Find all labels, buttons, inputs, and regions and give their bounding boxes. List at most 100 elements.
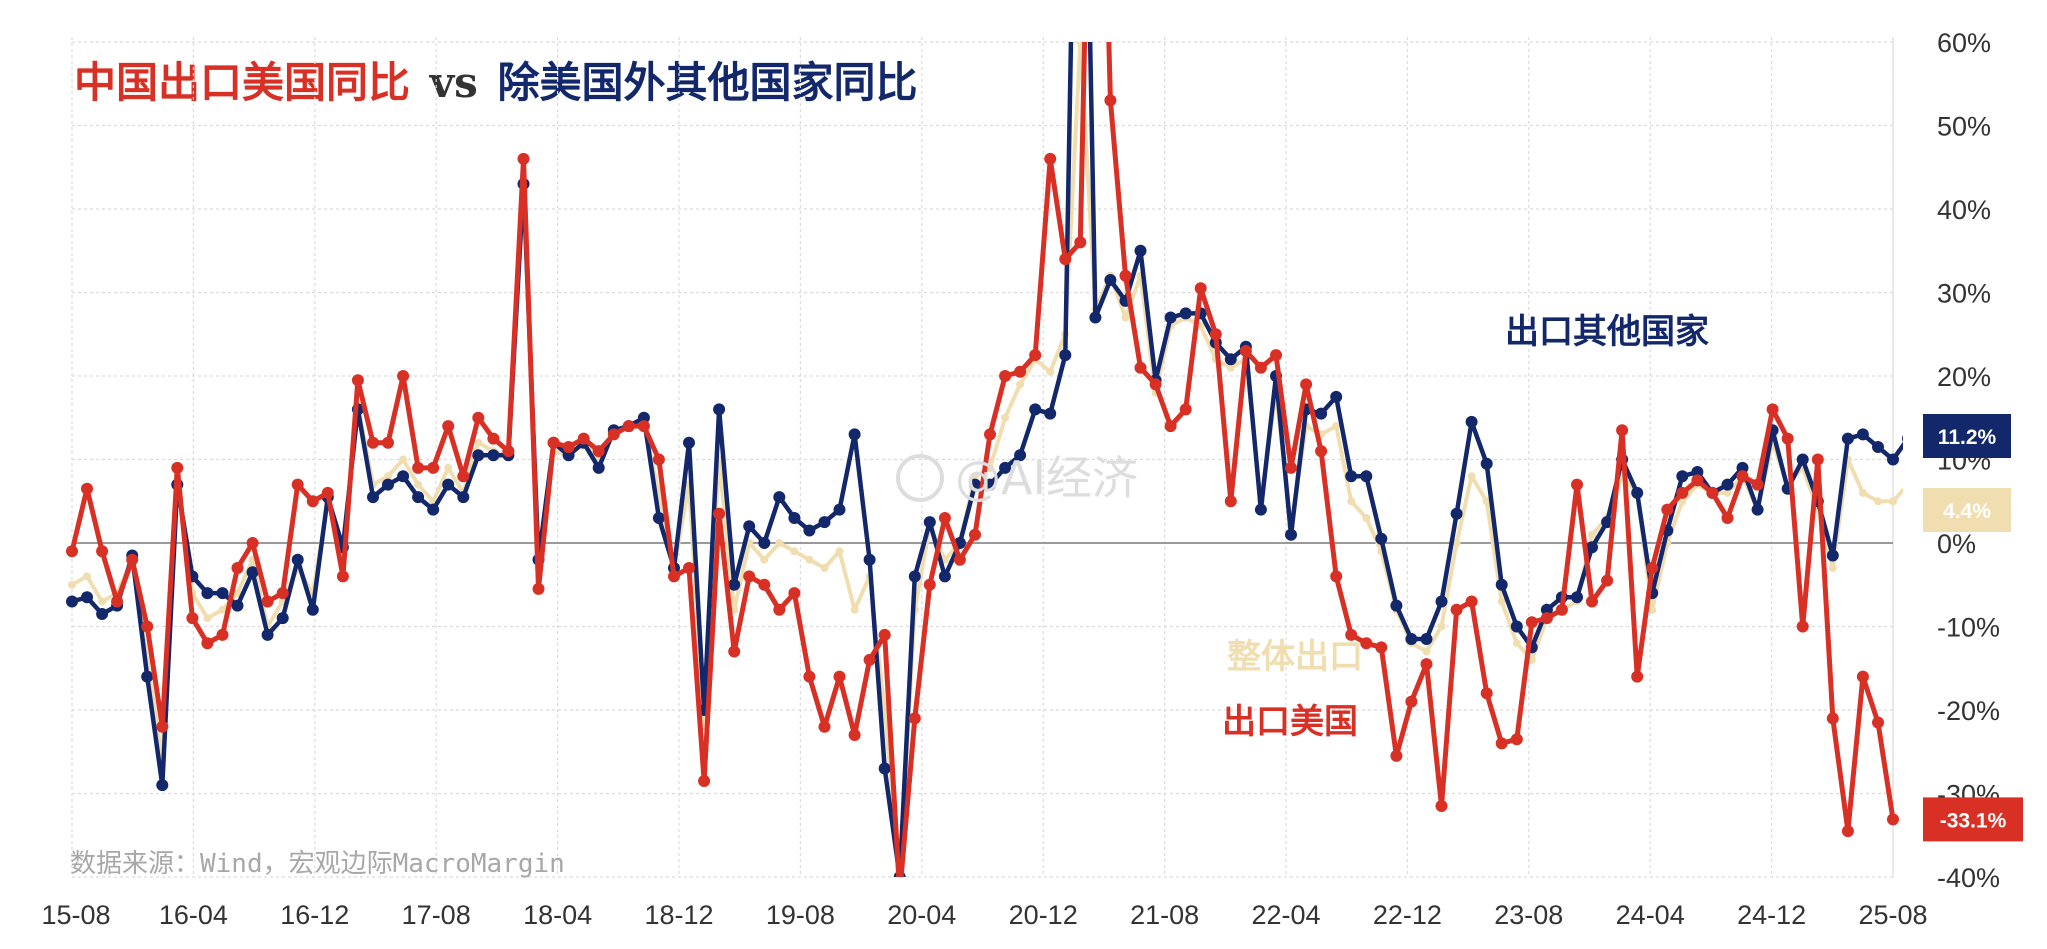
point-other bbox=[261, 628, 274, 641]
point-us bbox=[652, 453, 665, 466]
point-total bbox=[1362, 514, 1371, 522]
point-other bbox=[1887, 453, 1899, 466]
point-total bbox=[68, 580, 76, 589]
point-us bbox=[1796, 620, 1809, 633]
point-us bbox=[637, 420, 650, 433]
point-total bbox=[1482, 497, 1491, 506]
point-us bbox=[1616, 424, 1629, 437]
x-tick-label: 20-12 bbox=[1009, 900, 1078, 930]
badge-total: 4.4% bbox=[1923, 488, 2011, 532]
point-total bbox=[1497, 597, 1506, 606]
point-us bbox=[351, 374, 364, 387]
y-tick-label: 30% bbox=[1937, 279, 1991, 309]
point-us bbox=[457, 470, 470, 483]
point-us bbox=[788, 587, 801, 600]
annotation-us: 出口美国 bbox=[1222, 702, 1358, 742]
watermark-text: @AI经济 bbox=[955, 451, 1138, 505]
point-total bbox=[1001, 413, 1010, 422]
title-part-us: 中国出口美国同比 bbox=[74, 58, 410, 107]
point-other bbox=[788, 512, 801, 524]
point-us bbox=[1586, 595, 1598, 608]
point-us bbox=[1631, 670, 1644, 683]
point-us bbox=[803, 670, 816, 683]
point-other bbox=[81, 591, 93, 604]
point-total bbox=[233, 589, 242, 598]
point-us bbox=[1781, 432, 1794, 445]
point-us bbox=[1601, 574, 1614, 587]
point-us bbox=[216, 628, 229, 641]
point-us bbox=[1375, 641, 1388, 654]
point-us bbox=[1495, 737, 1508, 750]
point-other bbox=[472, 449, 485, 462]
point-us bbox=[1300, 378, 1313, 391]
point-us bbox=[1540, 612, 1553, 625]
point-us bbox=[1074, 236, 1087, 249]
point-other bbox=[1586, 541, 1598, 554]
point-other bbox=[1902, 435, 1903, 442]
point-total bbox=[760, 555, 769, 564]
weibo-icon bbox=[896, 454, 944, 502]
point-us bbox=[532, 582, 545, 595]
point-us bbox=[1059, 253, 1072, 266]
point-other bbox=[1495, 578, 1508, 591]
point-other bbox=[246, 566, 259, 579]
point-us bbox=[487, 432, 500, 445]
point-us bbox=[96, 545, 109, 558]
point-other bbox=[1405, 633, 1418, 645]
point-us bbox=[1751, 478, 1764, 491]
point-us bbox=[1104, 94, 1117, 107]
point-other bbox=[1691, 466, 1704, 478]
point-other bbox=[156, 779, 169, 792]
point-total bbox=[1467, 472, 1476, 481]
point-us bbox=[1465, 595, 1478, 608]
point-other bbox=[743, 520, 756, 533]
point-us bbox=[1315, 445, 1328, 458]
point-total bbox=[1588, 530, 1596, 539]
x-tick-label: 17-08 bbox=[402, 900, 471, 930]
source-note: 数据来源：Wind，宏观边际MacroMargin bbox=[70, 849, 565, 879]
point-us bbox=[1450, 603, 1463, 616]
point-other bbox=[592, 461, 605, 474]
point-other bbox=[427, 503, 440, 516]
point-us bbox=[336, 570, 349, 583]
point-total bbox=[1828, 564, 1837, 572]
point-total bbox=[399, 455, 408, 464]
point-us bbox=[818, 720, 831, 733]
point-other bbox=[216, 587, 229, 600]
point-us bbox=[698, 775, 711, 787]
point-us bbox=[276, 587, 289, 600]
point-us bbox=[291, 478, 304, 491]
point-other bbox=[999, 461, 1012, 474]
point-total bbox=[790, 547, 799, 556]
point-other bbox=[1540, 603, 1553, 616]
point-us bbox=[984, 428, 996, 441]
point-us bbox=[1887, 813, 1899, 826]
point-us bbox=[833, 670, 846, 683]
x-tick-label: 23-08 bbox=[1494, 900, 1563, 930]
point-us bbox=[938, 512, 951, 524]
point-other bbox=[1841, 432, 1854, 445]
point-us bbox=[321, 486, 334, 499]
point-other bbox=[276, 612, 289, 625]
point-other bbox=[201, 587, 214, 600]
point-total bbox=[1512, 639, 1521, 648]
point-other bbox=[984, 478, 996, 491]
point-other bbox=[1089, 311, 1102, 324]
point-us bbox=[683, 562, 695, 574]
x-tick-label: 18-12 bbox=[644, 900, 713, 930]
point-us bbox=[1254, 361, 1267, 374]
point-other bbox=[1014, 449, 1027, 462]
point-us bbox=[1149, 378, 1162, 391]
badge-bg-us bbox=[1923, 797, 2023, 842]
point-other bbox=[1059, 349, 1072, 362]
point-other bbox=[758, 537, 771, 549]
y-tick-label: -20% bbox=[1937, 696, 2000, 726]
point-other bbox=[1571, 591, 1583, 604]
badge-bg-other bbox=[1923, 414, 2011, 458]
point-other bbox=[1044, 407, 1057, 420]
point-other bbox=[1164, 311, 1177, 324]
point-us bbox=[1872, 716, 1884, 729]
point-us bbox=[1525, 616, 1538, 629]
point-other bbox=[397, 470, 410, 483]
point-us bbox=[382, 436, 394, 449]
